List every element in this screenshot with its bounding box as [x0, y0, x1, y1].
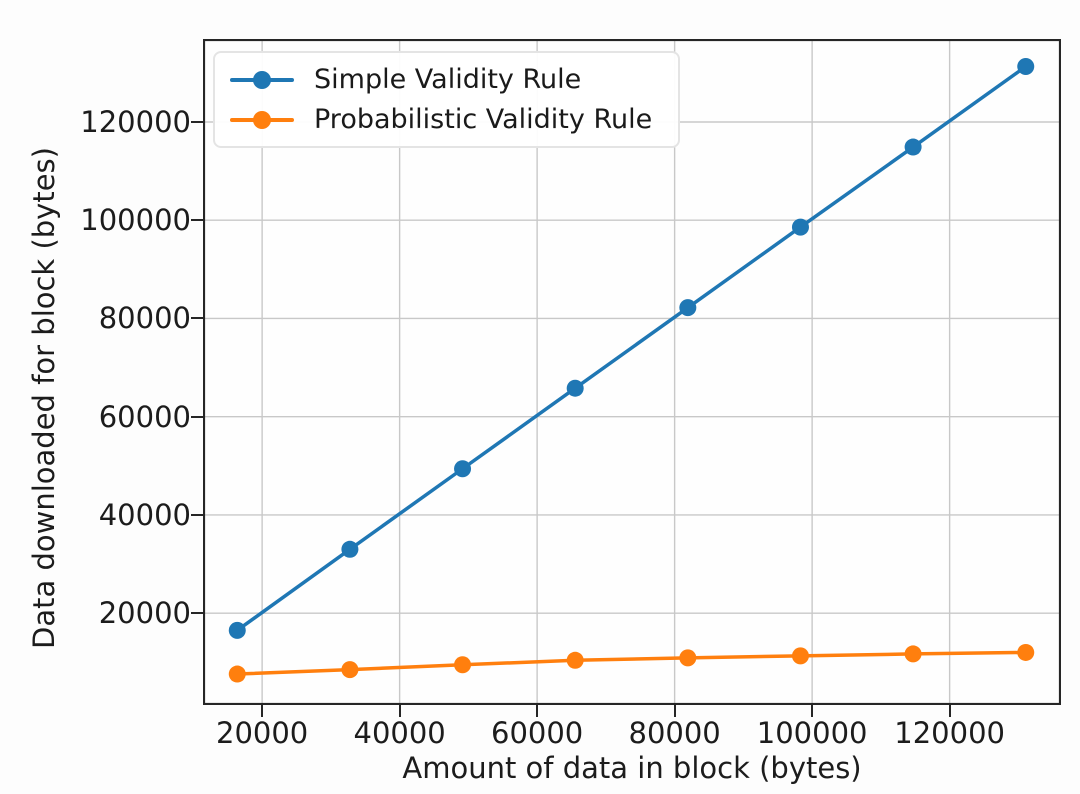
data-point [454, 460, 472, 478]
legend-marker-icon [253, 70, 271, 89]
data-point [566, 379, 584, 397]
y-tick-label: 120000 [80, 104, 191, 139]
legend-label: Probabilistic Validity Rule [314, 104, 653, 136]
x-axis-label: Amount of data in block (bytes) [402, 751, 862, 785]
data-point [791, 647, 809, 665]
x-tick-mark [261, 705, 264, 717]
x-tick-label: 60000 [490, 716, 584, 750]
series-line [235, 64, 1028, 633]
x-tick-mark [398, 705, 401, 717]
data-point [341, 540, 359, 558]
data-point [904, 645, 922, 663]
plot-area: Simple Validity Rule Probabilistic Validi… [203, 39, 1061, 705]
data-point [341, 661, 359, 679]
data-point [904, 138, 922, 156]
data-point [1017, 58, 1035, 76]
x-tick-mark [811, 705, 814, 717]
x-tick-label: 120000 [894, 716, 1005, 750]
legend-item: Simple Validity Rule [230, 64, 652, 95]
legend-item: Probabilistic Validity Rule [230, 104, 652, 135]
y-tick-mark [191, 513, 203, 516]
legend-line-sample [230, 110, 294, 129]
series-probabilistic-validity-rule [228, 643, 1035, 683]
legend: Simple Validity Rule Probabilistic Validi… [213, 51, 681, 149]
data-point [1017, 643, 1035, 661]
y-tick-label: 100000 [80, 203, 191, 238]
x-tick-label: 40000 [353, 716, 446, 750]
data-point [228, 621, 246, 639]
data-point [679, 299, 697, 317]
data-point [454, 656, 472, 674]
y-tick-mark [191, 121, 203, 123]
x-tick-mark [536, 705, 539, 717]
y-tick-mark [191, 415, 203, 418]
y-tick-mark [191, 612, 203, 615]
x-tick-label: 100000 [756, 716, 868, 750]
y-tick-label: 40000 [98, 497, 191, 532]
data-point [791, 218, 809, 236]
legend-label: Simple Validity Rule [314, 64, 582, 95]
y-tick-label: 60000 [98, 399, 191, 434]
x-tick-mark [673, 705, 676, 717]
y-tick-label: 80000 [98, 301, 191, 336]
x-tick-label: 80000 [628, 716, 721, 750]
series-line [235, 650, 1028, 676]
legend-line-sample [230, 70, 294, 89]
x-tick-mark [948, 705, 951, 717]
data-point [228, 665, 246, 683]
data-point [566, 651, 584, 669]
axes-spines [203, 39, 1061, 705]
series-simple-validity-rule [228, 58, 1035, 639]
legend-marker-icon [253, 110, 271, 129]
y-tick-label: 20000 [98, 595, 191, 630]
x-tick-label: 20000 [215, 716, 309, 750]
y-tick-mark [191, 317, 203, 320]
data-point [679, 649, 697, 667]
plot-canvas [203, 39, 1061, 705]
y-tick-mark [191, 219, 203, 222]
